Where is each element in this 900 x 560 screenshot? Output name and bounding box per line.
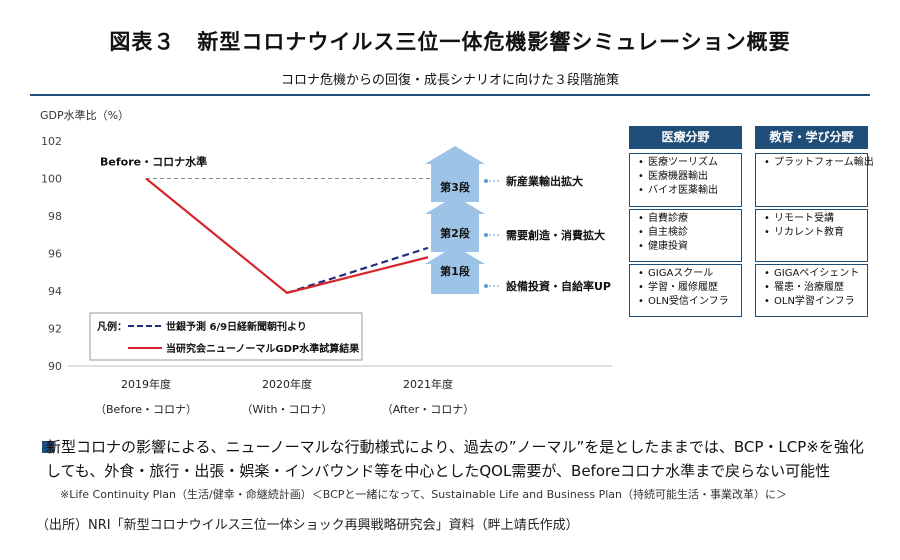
matrix-cell: 医療ツーリズム医療機器輸出バイオ医薬輸出 — [629, 153, 742, 207]
chart-axes: GDP水準比（%） 90 92 94 96 98 100 102 2019年度 （Before・コ… — [40, 108, 612, 416]
footnote: ※Life Continuity Plan（生活/健幸・命継続計画）＜BCPと一… — [60, 488, 788, 501]
x-category-sublabel: （After・コロナ） — [382, 403, 474, 416]
stage-label: 第3段 — [440, 180, 470, 194]
legend-title: 凡例： — [97, 320, 127, 333]
matrix-item: 医療機器輸出 — [638, 170, 741, 184]
stage-arrow-head — [425, 146, 485, 164]
matrix-column-header: 医療分野 — [629, 126, 742, 149]
stage-measure: 新産業輸出拡大 — [506, 174, 583, 188]
matrix-item: プラットフォーム輸出 — [764, 156, 874, 170]
x-category-label: 2021年度 — [403, 377, 453, 391]
matrix-column-header: 教育・学び分野 — [755, 126, 868, 149]
subtitle-rule — [30, 94, 870, 96]
stage-label: 第1段 — [440, 264, 470, 278]
stage-measure: 設備投資・自給率UP — [506, 279, 611, 293]
stage-connector-dot — [484, 284, 488, 288]
y-tick-label: 102 — [41, 135, 62, 148]
legend-label-2: 当研究会ニューノーマルGDP水準試算結果 — [166, 342, 360, 355]
matrix-item: GIGAペイシェント — [764, 267, 867, 281]
reference-line-label: Before・コロナ水準 — [100, 155, 207, 169]
matrix-item: GIGAスクール — [638, 267, 741, 281]
matrix-item: バイオ医薬輸出 — [638, 184, 741, 198]
bullet-square — [42, 441, 54, 453]
matrix-item: リモート受講 — [764, 212, 867, 226]
matrix-cell: GIGAスクール学習・履修履歴OLN受信インフラ — [629, 264, 742, 317]
stage-arrow-head — [425, 246, 485, 264]
matrix-item: OLN受信インフラ — [638, 295, 741, 309]
matrix-cell: プラットフォーム輸出 — [755, 153, 874, 207]
y-axis-label: GDP水準比（%） — [40, 108, 129, 122]
matrix-item: 罹患・治療履歴 — [764, 281, 867, 295]
x-category-label: 2019年度 — [121, 377, 171, 391]
stage-measure: 需要創造・消費拡大 — [506, 228, 605, 242]
matrix-cell: リモート受講リカレント教育 — [755, 209, 868, 262]
note-line-2: しても、外食・旅行・出張・娯楽・インバウンド等を中心としたQOL需要が、Befo… — [46, 462, 831, 480]
matrix-item: リカレント教育 — [764, 226, 867, 240]
stage-arrow-body — [431, 264, 479, 294]
note-line-1: 新型コロナの影響による、ニューノーマルな行動様式により、過去の”ノーマル”を是と… — [46, 438, 864, 456]
matrix-item: 自主検診 — [638, 226, 741, 240]
matrix-item: 健康投資 — [638, 240, 741, 254]
legend-box — [89, 312, 363, 361]
matrix-cell: 自費診療自主検診健康投資 — [629, 209, 742, 262]
y-tick-label: 100 — [41, 173, 62, 186]
matrix-item: 学習・履修履歴 — [638, 281, 741, 295]
page-subtitle: コロナ危機からの回復・成長シナリオに向けた３段階施策 — [280, 73, 619, 88]
matrix-cell: GIGAペイシェント罹患・治療履歴OLN学習インフラ — [755, 264, 868, 317]
series-line-1 — [286, 246, 429, 294]
matrix-item: 医療ツーリズム — [638, 156, 741, 170]
y-tick-label: 98 — [48, 210, 62, 223]
source-text: （出所）NRI「新型コロナウイルス三位一体ショック再興戦略研究会」資料（畔上靖氏… — [36, 518, 579, 533]
legend-label-1: 世銀予測 6/9日経新聞朝刊より — [166, 320, 307, 333]
matrix-item: 自費診療 — [638, 212, 741, 226]
stage-connector-dot — [484, 233, 488, 237]
page-title: 図表３ 新型コロナウイルス三位一体危機影響シミュレーション概要 — [109, 30, 791, 54]
y-tick-label: 96 — [48, 248, 62, 261]
x-category-sublabel: （With・コロナ） — [242, 403, 333, 416]
y-tick-label: 94 — [48, 285, 62, 298]
stage-connector-dot — [484, 179, 488, 183]
chart-marks: Before・コロナ水準 — [100, 155, 482, 295]
matrix-item: OLN学習インフラ — [764, 295, 867, 309]
stage-arrow-body — [431, 164, 479, 202]
stage-arrow-head — [425, 196, 485, 214]
y-tick-label: 92 — [48, 323, 62, 336]
stage-arrow-body — [431, 214, 479, 252]
stage-label: 第2段 — [440, 226, 470, 240]
x-category-sublabel: （Before・コロナ） — [95, 403, 197, 416]
y-tick-label: 90 — [48, 360, 62, 373]
chart-canvas: GDP水準比（%） 90 92 94 96 98 100 102 2019年度 （Before・コ… — [40, 108, 612, 416]
series-line-2 — [145, 177, 429, 295]
x-category-label: 2020年度 — [262, 377, 312, 391]
